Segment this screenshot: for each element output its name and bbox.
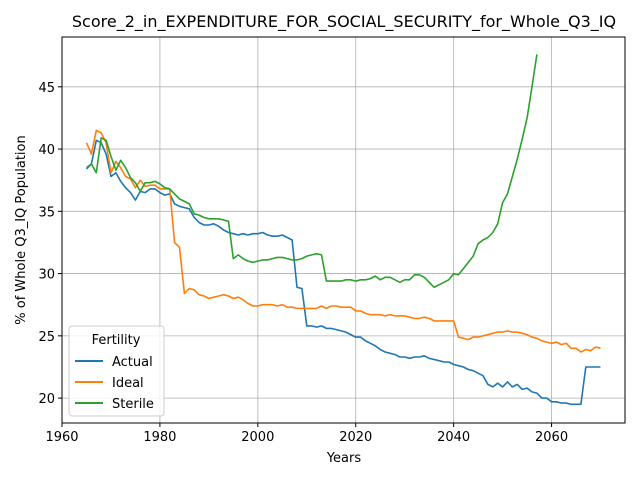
legend-label-actual: Actual xyxy=(112,355,153,370)
y-axis: 20 25 30 35 40 45 xyxy=(38,81,62,407)
y-tick-label: 40 xyxy=(38,143,55,158)
y-tick-label: 20 xyxy=(38,392,55,407)
legend: Fertility Actual Ideal Sterile xyxy=(68,325,165,417)
y-axis-label: % of Whole Q3_IQ Population xyxy=(14,135,29,324)
legend-items: Actual Ideal Sterile xyxy=(75,355,154,412)
series-line-ideal xyxy=(85,129,601,353)
legend-title: Fertility xyxy=(92,333,141,348)
series-line-actual xyxy=(85,139,601,406)
x-tick-label: 1960 xyxy=(45,430,78,445)
y-tick-label: 25 xyxy=(38,330,55,345)
series-line-sterile xyxy=(86,54,538,289)
x-tick-label: 1980 xyxy=(143,430,176,445)
y-tick-label: 35 xyxy=(38,205,55,220)
legend-label-ideal: Ideal xyxy=(112,376,144,391)
x-tick-label: 2000 xyxy=(241,430,274,445)
chart-title: Score_2_in_EXPENDITURE_FOR_SOCIAL_SECURI… xyxy=(72,12,616,32)
legend-label-sterile: Sterile xyxy=(112,397,154,412)
series-lines xyxy=(85,54,601,406)
x-tick-label: 2040 xyxy=(437,430,470,445)
x-tick-label: 2020 xyxy=(339,430,372,445)
x-tick-label: 2060 xyxy=(535,430,568,445)
plot-frame xyxy=(61,36,626,424)
y-tick-label: 30 xyxy=(38,268,55,283)
x-axis-label: Years xyxy=(326,451,362,466)
y-tick-label: 45 xyxy=(38,81,55,96)
legend-box xyxy=(68,325,165,417)
x-axis: 1960 1980 2000 2020 2040 2060 xyxy=(45,423,568,445)
